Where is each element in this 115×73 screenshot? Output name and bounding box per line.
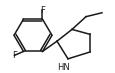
Text: HN: HN (57, 63, 70, 72)
Text: F: F (40, 6, 45, 15)
Text: F: F (12, 51, 17, 60)
